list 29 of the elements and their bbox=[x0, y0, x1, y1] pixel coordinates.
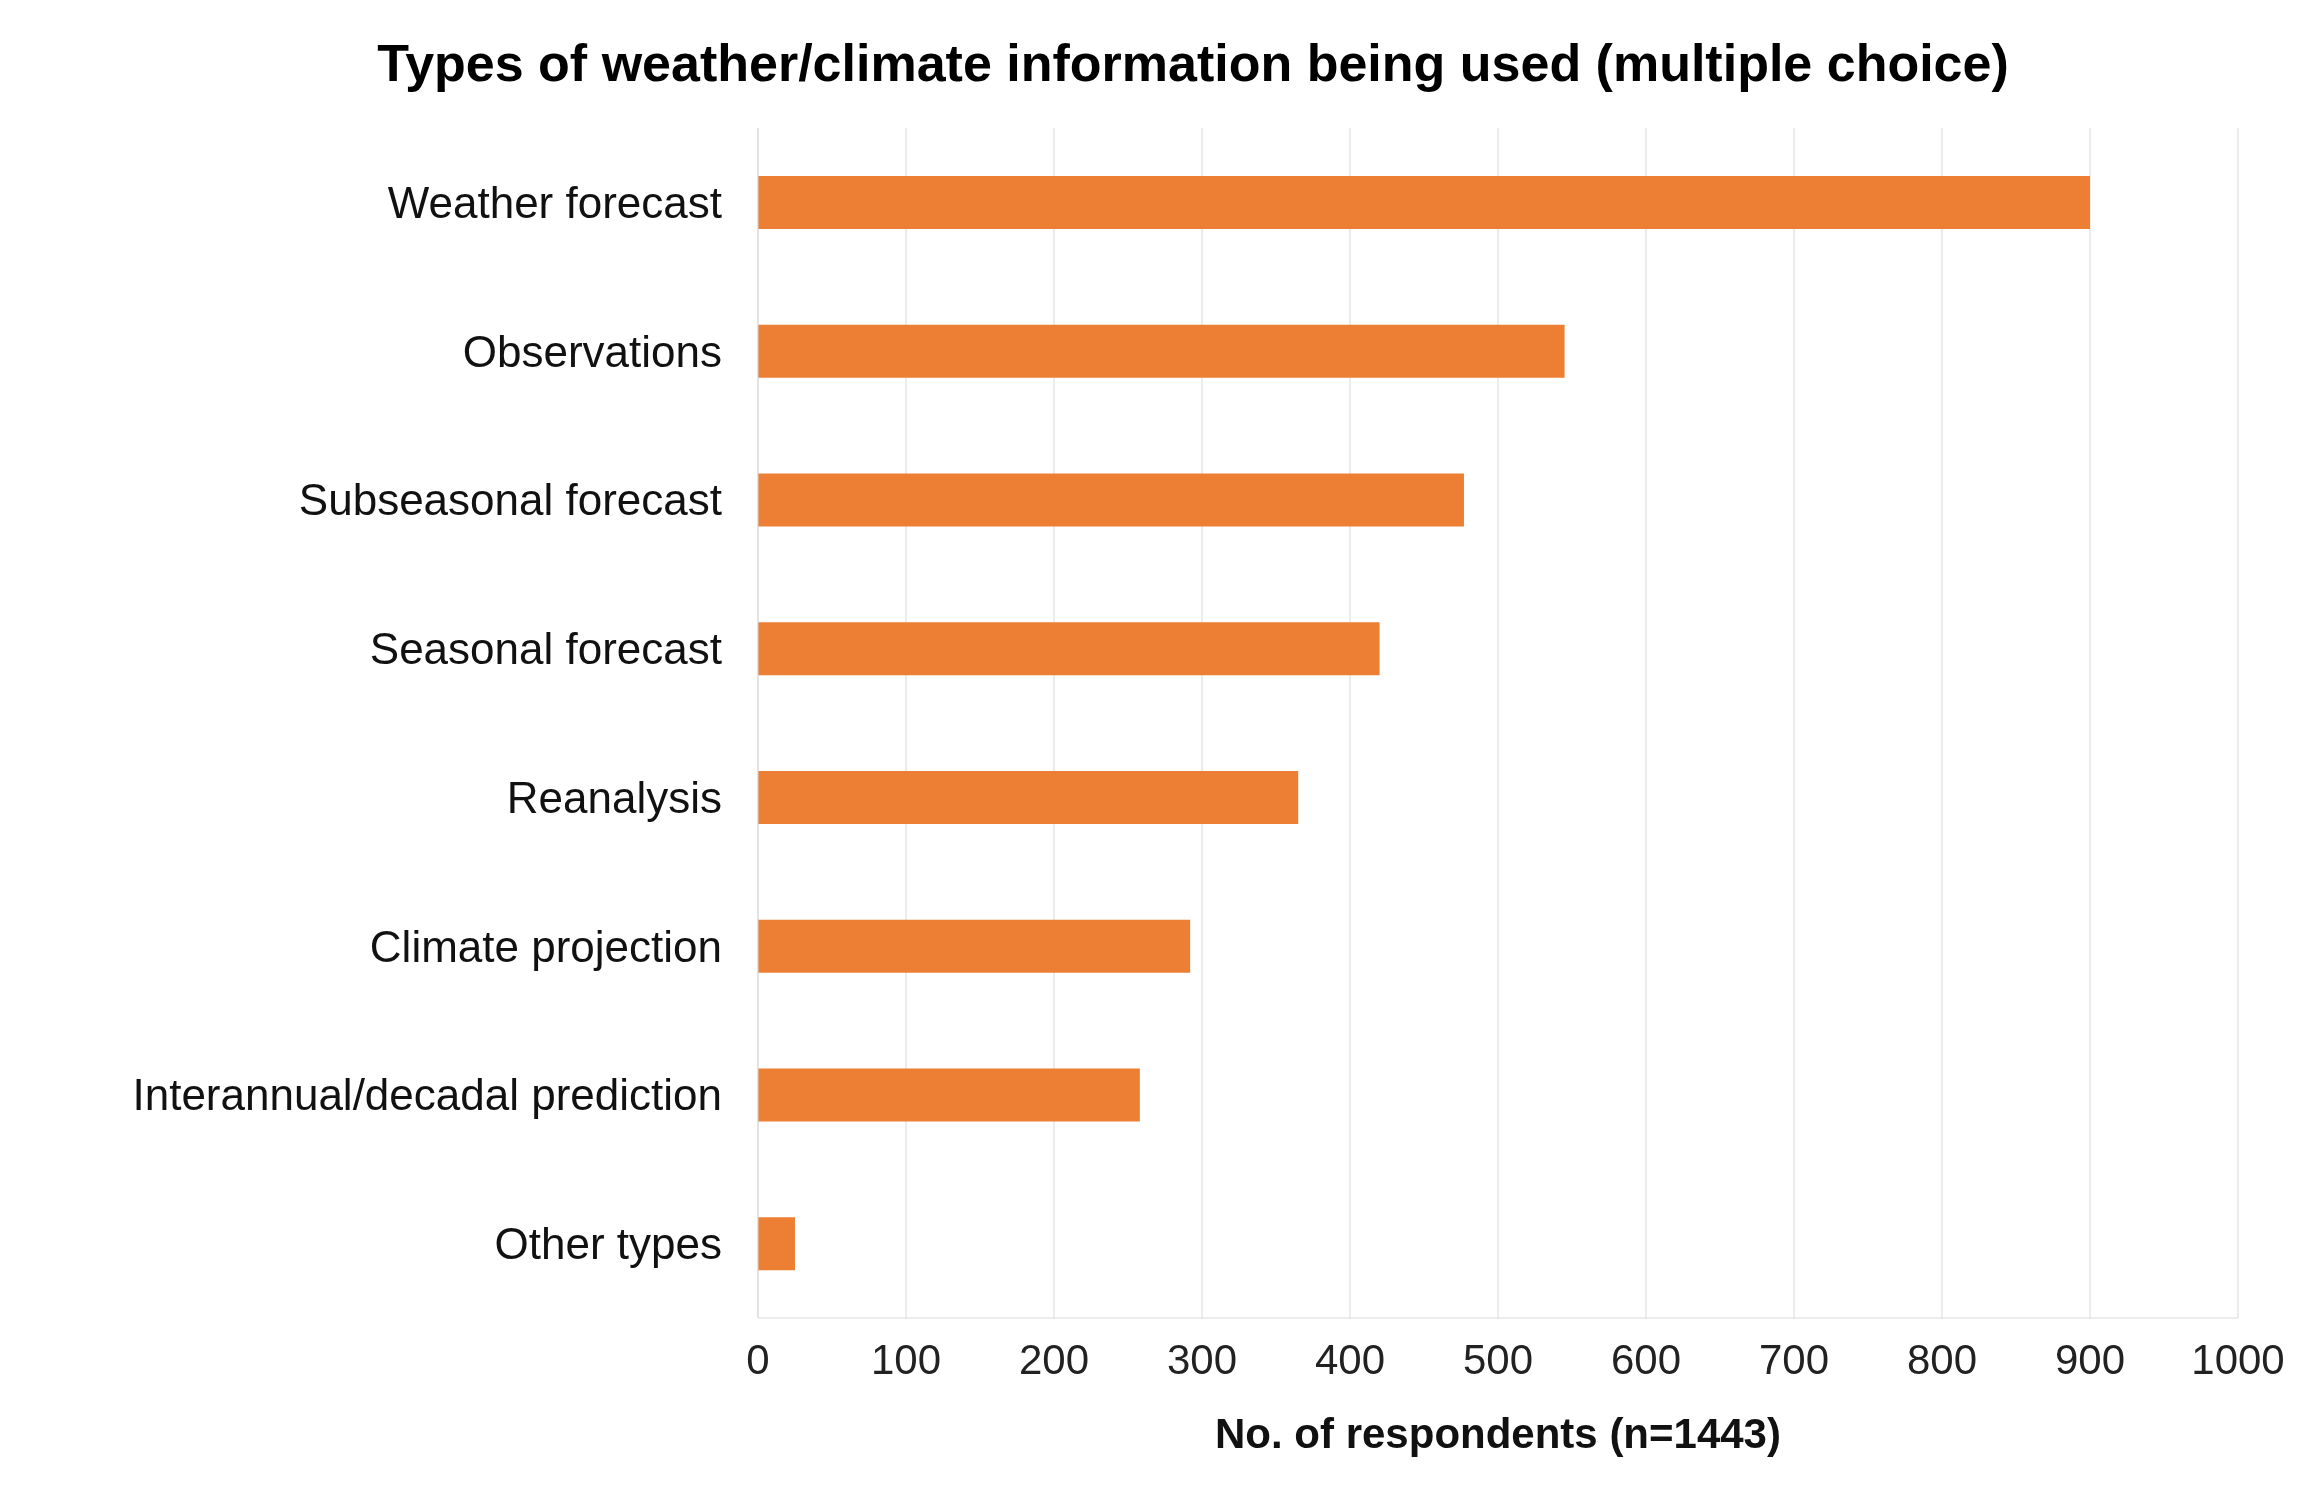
x-tick-label: 300 bbox=[1166, 1335, 1238, 1383]
bar bbox=[758, 771, 1299, 824]
y-tick-label: Interannual/decadal prediction bbox=[132, 1070, 722, 1120]
bar bbox=[758, 919, 1191, 973]
chart-title: Types of weather/climate information being used (multiple choice) bbox=[376, 33, 2010, 94]
bar bbox=[758, 473, 1464, 527]
y-tick-label: Weather forecast bbox=[387, 177, 722, 227]
x-tick-label: 400 bbox=[1314, 1335, 1386, 1383]
bar bbox=[758, 622, 1380, 676]
x-tick-label: 600 bbox=[1610, 1335, 1682, 1383]
x-tick-label: 0 bbox=[746, 1335, 770, 1383]
x-tick-label: 700 bbox=[1758, 1335, 1830, 1383]
bar bbox=[758, 176, 2090, 229]
y-tick-label: Subseasonal forecast bbox=[298, 475, 722, 525]
x-tick-label: 900 bbox=[2054, 1335, 2126, 1383]
x-tick-label: 1000 bbox=[2191, 1335, 2285, 1383]
bar bbox=[758, 1217, 795, 1271]
x-tick-label: 500 bbox=[1462, 1335, 1534, 1383]
y-tick-label: Other types bbox=[494, 1219, 722, 1269]
y-tick-label: Reanalysis bbox=[506, 772, 722, 822]
x-tick-label: 100 bbox=[870, 1335, 942, 1383]
bar bbox=[758, 324, 1565, 378]
bar bbox=[758, 1068, 1140, 1122]
x-axis-title: No. of respondents (n=1443) bbox=[1215, 1410, 1781, 1457]
y-tick-label: Climate projection bbox=[369, 921, 722, 971]
y-tick-label: Seasonal forecast bbox=[369, 624, 722, 674]
x-tick-label: 800 bbox=[1906, 1335, 1978, 1383]
y-tick-label: Observations bbox=[462, 326, 722, 376]
x-tick-label: 200 bbox=[1018, 1335, 1090, 1383]
